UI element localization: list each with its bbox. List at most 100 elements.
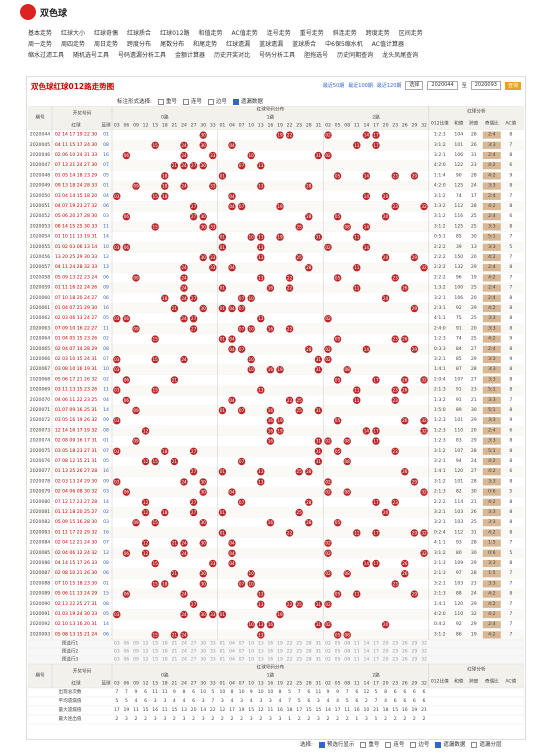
nav-link[interactable]: 蓝球遗漏 <box>259 41 284 48</box>
stat-value: 3 <box>317 716 320 722</box>
analysis-cell: 104 <box>454 132 463 138</box>
nav-link[interactable]: 胆拖选号 <box>304 52 329 59</box>
footer-option[interactable]: 预选行显示 <box>318 740 354 748</box>
stat-value: 6 <box>192 689 195 695</box>
recent-link[interactable]: 最近50期 <box>322 83 345 89</box>
checkbox[interactable] <box>318 741 325 748</box>
nav-link[interactable]: 红球质合 <box>127 30 152 37</box>
hit-ball <box>285 325 294 333</box>
nav-link[interactable]: 中6保5缩水机 <box>325 41 363 48</box>
hit-ball <box>228 539 236 547</box>
checkbox[interactable] <box>157 98 164 105</box>
nav-link[interactable]: 基本走势 <box>28 30 53 37</box>
nav-link[interactable]: 历史开奖对比 <box>214 52 251 59</box>
mark-option[interactable]: 边号 <box>207 97 227 105</box>
red-numbers: 05 08 13 15 21 24 <box>55 631 97 637</box>
footer-option[interactable]: 遗漏数据 <box>435 740 465 748</box>
hit-ball <box>218 508 227 517</box>
hit-ball <box>170 457 179 466</box>
nav-link[interactable]: 跨度分布 <box>127 41 152 48</box>
footer-option[interactable]: 连号 <box>385 740 404 748</box>
nav-link[interactable]: 和值走势 <box>198 30 223 37</box>
nav-link[interactable]: 和尾走势 <box>193 41 218 48</box>
preselect-num: 10 <box>248 649 254 655</box>
select[interactable]: 选择 <box>405 81 424 90</box>
nav-link[interactable]: 红球遗漏 <box>226 41 251 48</box>
nav-link[interactable]: 跨度走势 <box>365 30 390 37</box>
analysis-cell: 25 <box>471 315 477 321</box>
nav-link[interactable]: 周日走势 <box>94 41 119 48</box>
nav-link[interactable]: 连号走势 <box>266 30 291 37</box>
hit-number: 09 <box>133 184 139 189</box>
nav-link[interactable]: 红球奇偶 <box>94 30 119 37</box>
footer-option[interactable]: 遗漏分层 <box>471 740 501 748</box>
nav-link[interactable]: 历史同期查询 <box>337 52 374 59</box>
nav-link[interactable]: 缩水过滤工具 <box>28 52 65 59</box>
checkbox[interactable] <box>207 98 214 105</box>
row-bg <box>28 415 524 426</box>
hit-number: 25 <box>297 255 303 260</box>
footer-option[interactable]: 边号 <box>410 740 429 748</box>
checkbox[interactable] <box>471 741 478 748</box>
group-head: 0路 <box>161 114 169 121</box>
nav-link[interactable]: 区间走势 <box>398 30 423 37</box>
hit-number: 13 <box>258 602 264 607</box>
preselect-num: 11 <box>354 649 360 655</box>
to-input[interactable]: 2020093 <box>470 81 501 90</box>
checkbox[interactable] <box>435 741 442 748</box>
row-bg <box>28 293 524 304</box>
hit-ball <box>113 243 121 251</box>
nav-link[interactable]: 号码遗漏分析工具 <box>118 52 167 59</box>
hit-number: 28 <box>306 469 312 474</box>
analysis-cell: 87 <box>456 366 462 372</box>
nav-link[interactable]: 斜连走势 <box>332 30 357 37</box>
nav-link[interactable]: 尾数分布 <box>160 41 185 48</box>
hit-ball <box>324 600 332 608</box>
nav-link[interactable]: 号码分析工具 <box>259 52 296 59</box>
checkbox[interactable] <box>360 741 367 748</box>
col-head: 05 <box>335 681 341 687</box>
blue-number: 10 <box>103 244 109 250</box>
nav-link[interactable]: 蓝球质合 <box>292 41 317 48</box>
issue: 2020044 <box>30 132 51 138</box>
nav-link[interactable]: 重号走势 <box>299 30 324 37</box>
issue: 2020090 <box>30 601 51 607</box>
blue-number: 01 <box>103 132 109 138</box>
from-input[interactable]: 2020044 <box>427 81 458 90</box>
checkbox[interactable] <box>182 98 189 105</box>
nav-link[interactable]: 金额计算器 <box>175 52 206 59</box>
nav-link[interactable]: 红球012路 <box>160 30 190 37</box>
nav-link[interactable]: 周四走势 <box>61 41 86 48</box>
hit-ball <box>333 376 342 384</box>
query-button[interactable]: 查询 <box>504 81 521 90</box>
nav-link[interactable]: 红球大小 <box>61 30 86 37</box>
row-bg <box>28 456 524 467</box>
recent-link[interactable]: 最近100期 <box>348 83 373 89</box>
checkbox[interactable] <box>232 98 239 105</box>
analysis-cell: 1:4:1 <box>434 366 446 372</box>
footer-option[interactable]: 重号 <box>360 740 379 748</box>
hit-number: 02 <box>325 133 331 138</box>
recent-link[interactable]: 最近120期 <box>376 83 402 89</box>
preselect-num: 04 <box>229 649 235 655</box>
hit-number: 06 <box>124 377 130 382</box>
mark-option[interactable]: 重号 <box>157 97 177 105</box>
analysis-cell: 125 <box>454 223 463 229</box>
issue: 2020084 <box>30 540 51 546</box>
nav-link[interactable]: AC值走势 <box>231 30 258 37</box>
hit-number: 01 <box>220 337 226 342</box>
analysis-cell: 4:2 <box>488 274 495 280</box>
checkbox[interactable] <box>385 741 392 748</box>
hit-ball <box>122 213 131 221</box>
mark-option[interactable]: 连号 <box>182 97 202 105</box>
hit-ball <box>228 396 236 404</box>
nav-link[interactable]: 随机选号工具 <box>73 52 110 59</box>
checkbox[interactable] <box>410 741 417 748</box>
hit-number: 23 <box>393 449 399 454</box>
nav-link[interactable]: 周一走势 <box>28 41 53 48</box>
hit-ball <box>247 233 255 241</box>
nav-link[interactable]: 龙头凤尾查询 <box>382 52 419 59</box>
mark-option[interactable]: 遗漏数据 <box>232 97 263 105</box>
nav-link[interactable]: AC值计算器 <box>371 41 404 48</box>
analysis-cell: 8 <box>509 325 512 331</box>
